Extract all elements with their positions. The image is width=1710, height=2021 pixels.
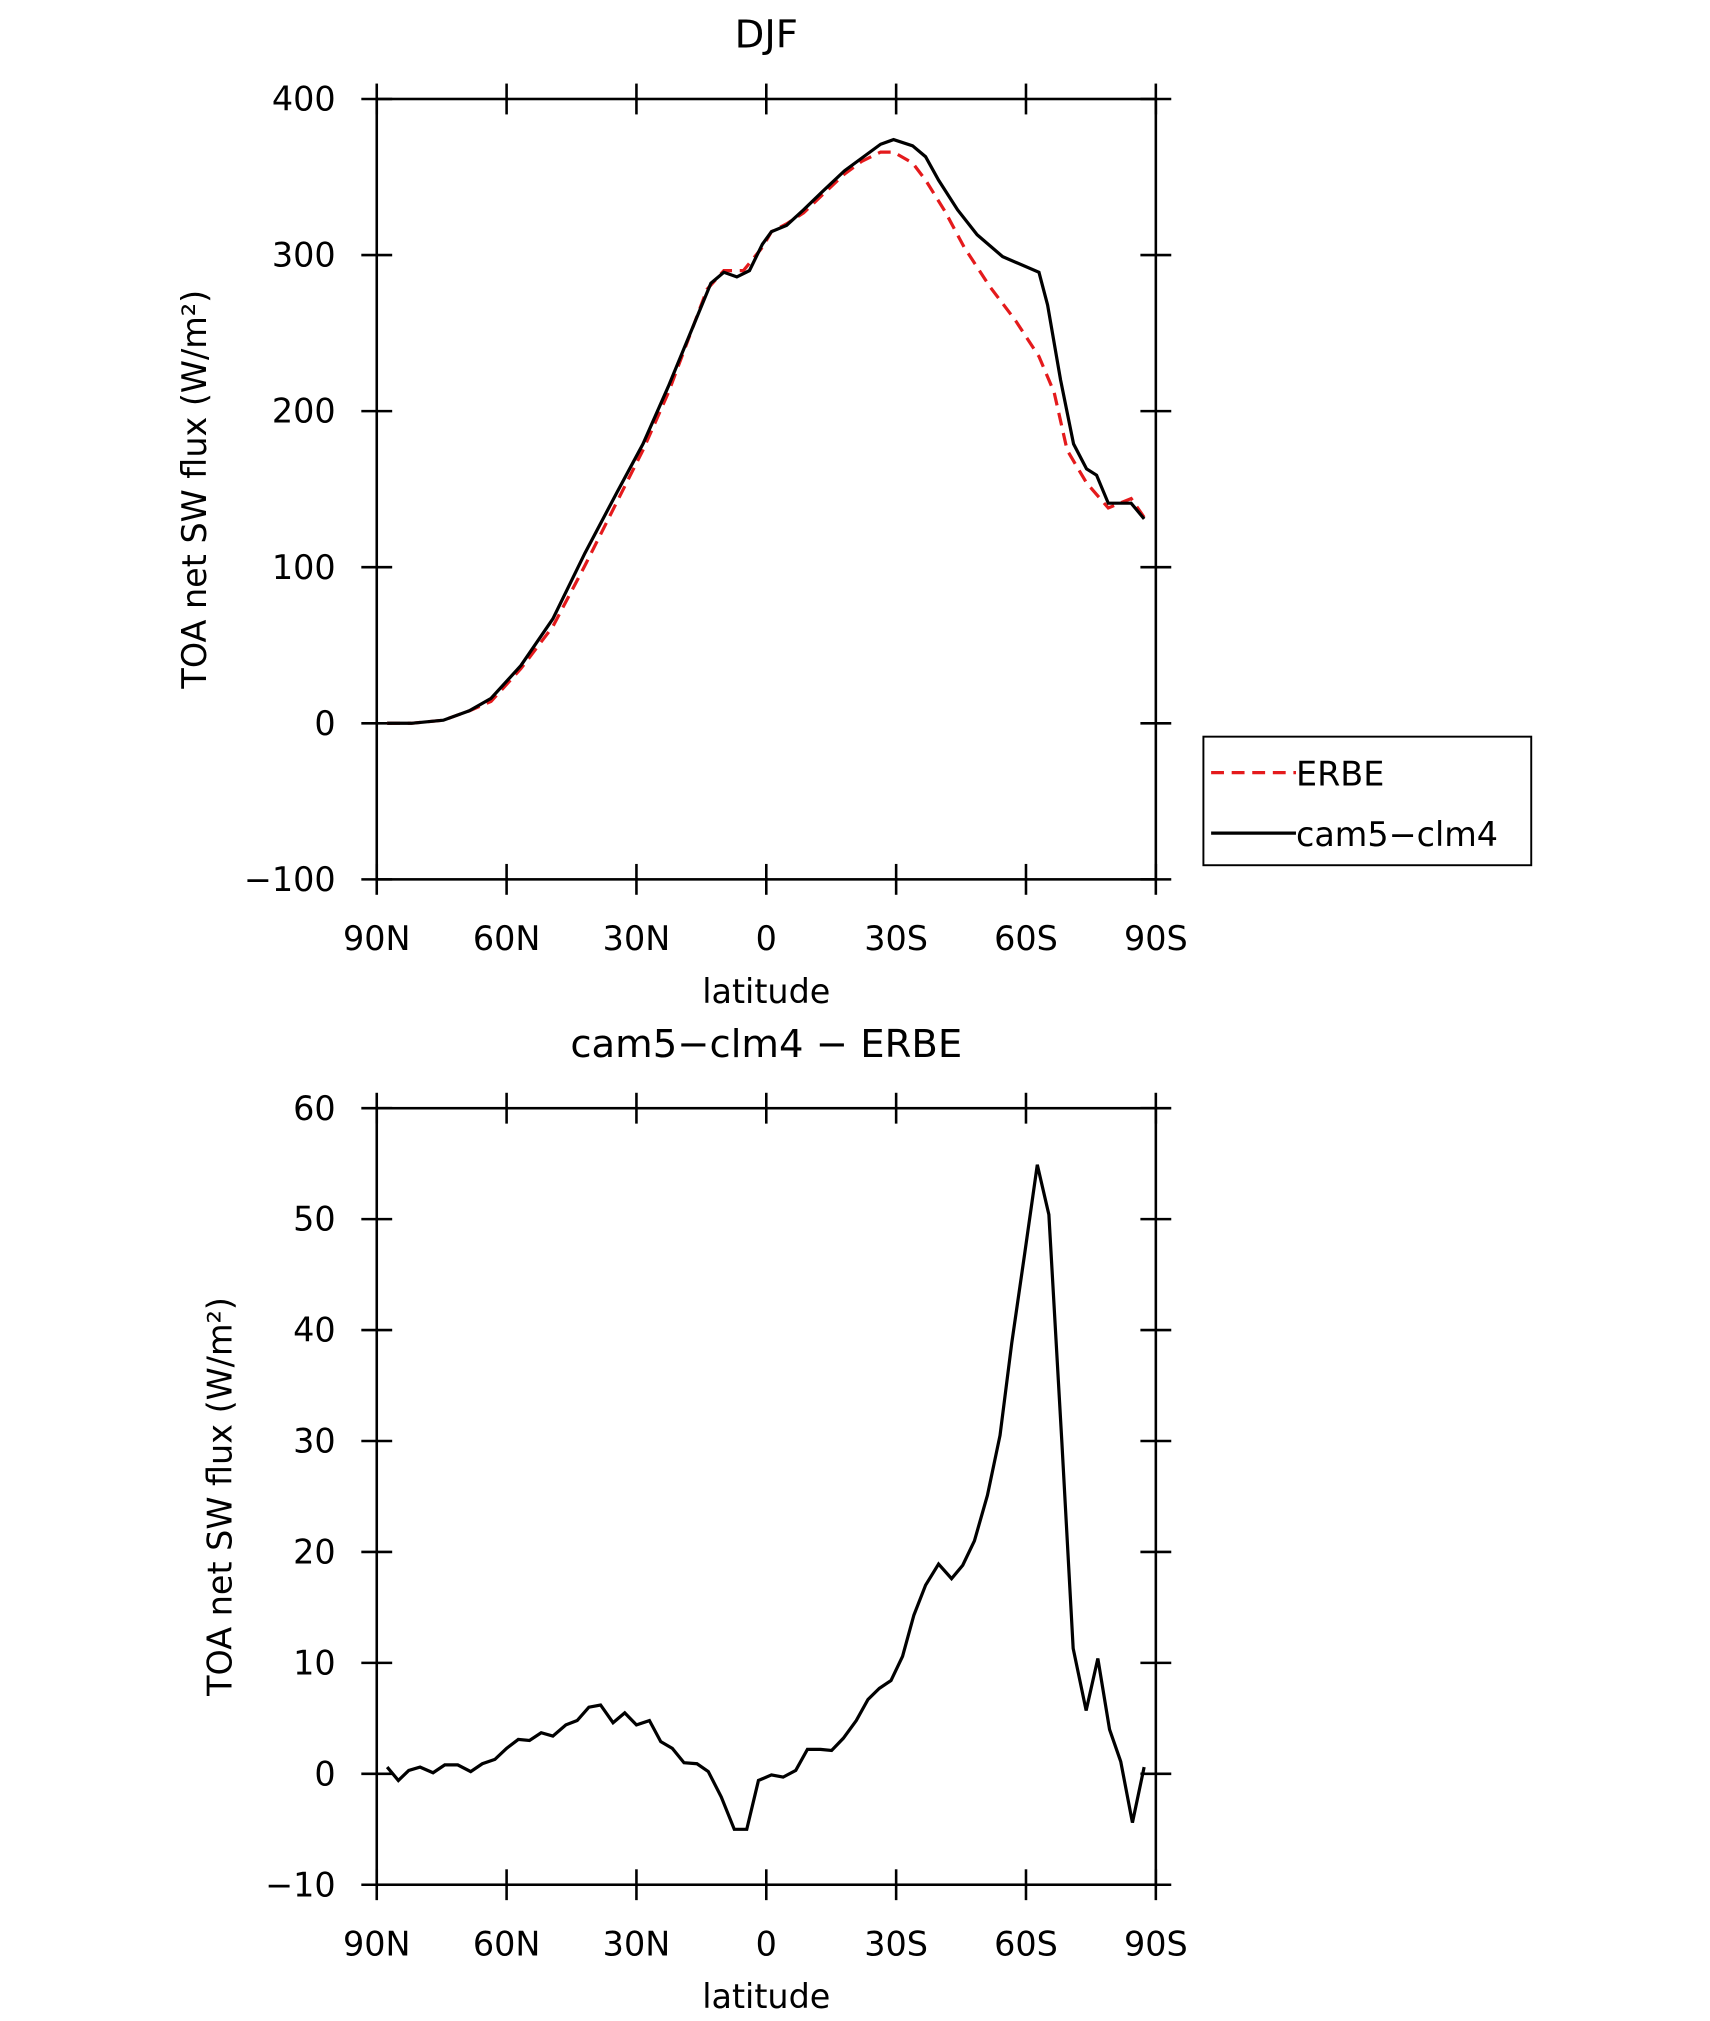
- chart-title: cam5−clm4 − ERBE: [570, 1022, 962, 1067]
- data-line: [387, 137, 1146, 725]
- legend-label: cam5−clm4: [1296, 815, 1498, 854]
- y-axis-label: TOA net SW flux (W/m²): [200, 1297, 239, 1697]
- plot-frame: [375, 97, 1158, 881]
- x-tick-label: 90S: [1124, 1924, 1188, 1963]
- x-tick-label: 90N: [343, 919, 411, 958]
- data-line: [387, 150, 1146, 725]
- x-axis-label: latitude: [702, 1977, 830, 2016]
- x-tick-label: 30N: [603, 919, 670, 958]
- x-tick-label: 30S: [864, 1924, 928, 1963]
- data-line: [385, 1164, 1146, 1831]
- x-tick-label: 90S: [1124, 919, 1188, 958]
- y-tick-label: 0: [314, 1754, 335, 1793]
- x-tick-label: 60N: [473, 919, 541, 958]
- legend-box: [1202, 735, 1533, 867]
- x-tick-label: 60S: [994, 1924, 1058, 1963]
- x-axis-label: latitude: [702, 972, 830, 1011]
- y-tick-label: 400: [272, 80, 336, 119]
- y-tick-label: −100: [244, 860, 336, 899]
- y-tick-label: 30: [293, 1422, 336, 1461]
- chart-title: DJF: [735, 13, 798, 58]
- y-tick-label: 10: [293, 1643, 336, 1682]
- x-tick-label: 0: [756, 1924, 777, 1963]
- y-tick-label: 50: [293, 1200, 336, 1239]
- y-tick-label: −10: [265, 1865, 336, 1904]
- plot-frame: [375, 1106, 1158, 1887]
- y-tick-label: 300: [272, 236, 336, 275]
- x-tick-label: 60N: [473, 1924, 541, 1963]
- y-tick-label: 60: [293, 1089, 336, 1128]
- x-tick-label: 60S: [994, 919, 1058, 958]
- x-tick-label: 90N: [343, 1924, 411, 1963]
- x-tick-label: 30S: [864, 919, 928, 958]
- y-tick-label: 200: [272, 392, 336, 431]
- x-tick-label: 0: [756, 919, 777, 958]
- y-tick-label: 0: [314, 704, 335, 743]
- x-tick-label: 30N: [603, 1924, 670, 1963]
- legend-label: ERBE: [1296, 755, 1384, 794]
- y-tick-label: 40: [293, 1311, 336, 1350]
- y-tick-label: 20: [293, 1533, 336, 1572]
- y-tick-label: 100: [272, 548, 336, 587]
- y-axis-label: TOA net SW flux (W/m²): [175, 290, 214, 690]
